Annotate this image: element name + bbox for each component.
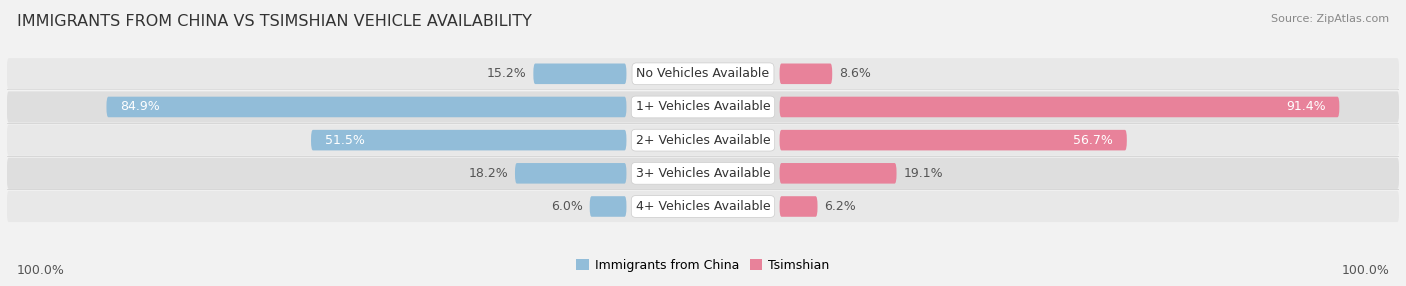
Text: 100.0%: 100.0% <box>17 265 65 277</box>
Text: 84.9%: 84.9% <box>121 100 160 114</box>
Text: 91.4%: 91.4% <box>1286 100 1326 114</box>
FancyBboxPatch shape <box>7 58 1399 90</box>
FancyBboxPatch shape <box>7 124 1399 156</box>
Text: 6.2%: 6.2% <box>824 200 856 213</box>
FancyBboxPatch shape <box>7 91 1399 123</box>
Text: 6.0%: 6.0% <box>551 200 582 213</box>
FancyBboxPatch shape <box>515 163 627 184</box>
Text: 8.6%: 8.6% <box>839 67 872 80</box>
Text: 56.7%: 56.7% <box>1073 134 1114 147</box>
Text: 19.1%: 19.1% <box>904 167 943 180</box>
FancyBboxPatch shape <box>779 196 817 217</box>
Text: Source: ZipAtlas.com: Source: ZipAtlas.com <box>1271 14 1389 24</box>
Text: 15.2%: 15.2% <box>486 67 526 80</box>
Text: 3+ Vehicles Available: 3+ Vehicles Available <box>636 167 770 180</box>
Text: 51.5%: 51.5% <box>325 134 364 147</box>
Text: 18.2%: 18.2% <box>468 167 508 180</box>
Text: 100.0%: 100.0% <box>1341 265 1389 277</box>
Text: No Vehicles Available: No Vehicles Available <box>637 67 769 80</box>
Text: IMMIGRANTS FROM CHINA VS TSIMSHIAN VEHICLE AVAILABILITY: IMMIGRANTS FROM CHINA VS TSIMSHIAN VEHIC… <box>17 14 531 29</box>
FancyBboxPatch shape <box>107 97 627 117</box>
Text: 1+ Vehicles Available: 1+ Vehicles Available <box>636 100 770 114</box>
FancyBboxPatch shape <box>779 63 832 84</box>
Legend: Immigrants from China, Tsimshian: Immigrants from China, Tsimshian <box>571 254 835 277</box>
FancyBboxPatch shape <box>779 97 1340 117</box>
Text: 4+ Vehicles Available: 4+ Vehicles Available <box>636 200 770 213</box>
FancyBboxPatch shape <box>7 158 1399 189</box>
FancyBboxPatch shape <box>533 63 627 84</box>
FancyBboxPatch shape <box>589 196 627 217</box>
FancyBboxPatch shape <box>779 130 1126 150</box>
Text: 2+ Vehicles Available: 2+ Vehicles Available <box>636 134 770 147</box>
FancyBboxPatch shape <box>311 130 627 150</box>
FancyBboxPatch shape <box>779 163 897 184</box>
FancyBboxPatch shape <box>7 191 1399 222</box>
